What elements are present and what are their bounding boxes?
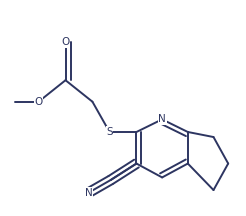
Text: S: S (106, 127, 113, 137)
Text: N: N (85, 187, 93, 198)
Text: N: N (158, 114, 166, 124)
Text: O: O (62, 37, 70, 47)
Text: O: O (34, 97, 43, 107)
